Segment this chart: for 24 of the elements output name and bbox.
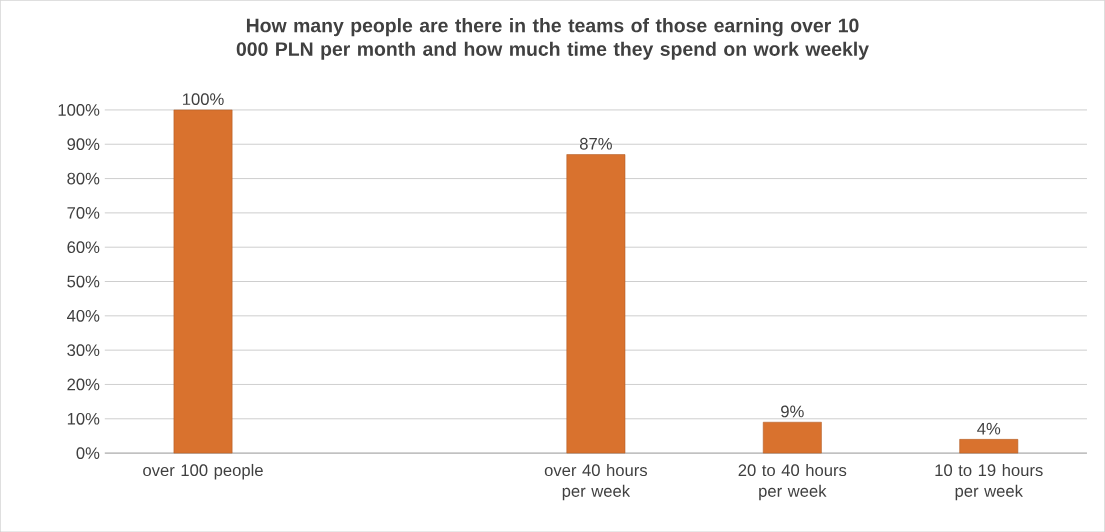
data-label: 4%	[977, 422, 1001, 435]
data-label: 87%	[579, 137, 612, 150]
x-tick-label: 10 to 19 hours per week	[935, 463, 1043, 501]
y-tick-label: 30%	[67, 344, 100, 356]
data-label: 9%	[781, 405, 804, 418]
y-tick-label: 40%	[67, 309, 100, 322]
y-tick-label: 20%	[67, 378, 100, 391]
x-tick-label: over 40 hours per week	[544, 463, 648, 501]
y-tick-label: 80%	[67, 172, 100, 185]
x-tick-label: 20 to 40 hours per week	[738, 463, 847, 501]
y-tick-label: 90%	[67, 138, 100, 150]
y-tick-label: 0%	[76, 447, 100, 459]
y-tick-label: 70%	[67, 206, 100, 219]
bar	[762, 421, 822, 454]
y-tick-label: 10%	[67, 412, 100, 425]
x-tick-label: over 100 people	[143, 463, 263, 480]
bar	[173, 109, 233, 454]
bar	[959, 438, 1019, 454]
y-tick-label: 100%	[58, 103, 100, 116]
y-tick-label: 60%	[67, 241, 100, 253]
data-label: 100%	[183, 93, 224, 105]
y-tick-label: 50%	[67, 275, 100, 288]
bar	[566, 154, 626, 454]
chart-title: How many people are there in the teams of those earning over 10 000 PLN per month and how much time they spend on work weekly	[236, 17, 869, 60]
